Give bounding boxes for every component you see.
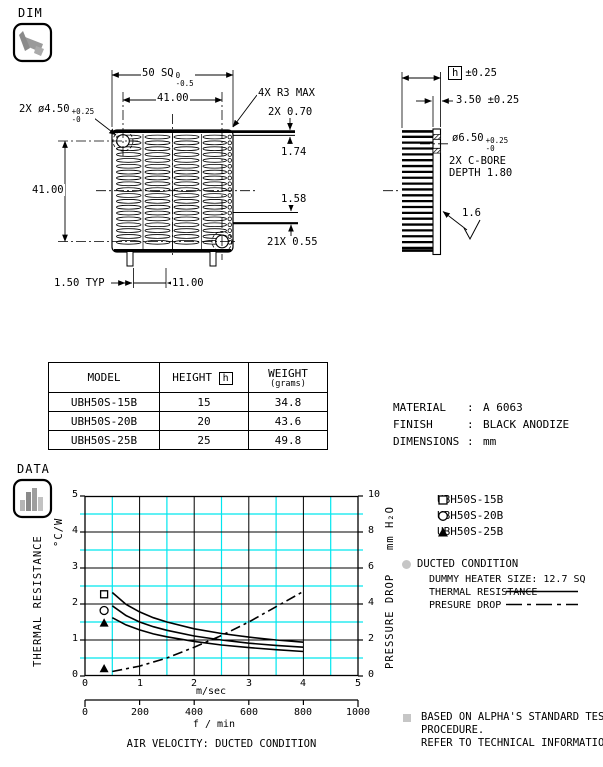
note-line-2: PROCEDURE. bbox=[421, 724, 485, 736]
side-view bbox=[383, 72, 481, 256]
x-tick: 3 bbox=[245, 678, 253, 689]
y-left-tick: 0 bbox=[71, 669, 78, 680]
dim-350: 3.50 ±0.25 bbox=[455, 94, 521, 107]
condition-title: DUCTED CONDITION bbox=[417, 558, 519, 570]
dim-41-top: 41.00 bbox=[156, 92, 190, 105]
square-marker-icon bbox=[438, 494, 448, 505]
note-line-1: BASED ON ALPHA'S STANDARD TEST bbox=[421, 711, 603, 723]
dim-41-left: 41.00 bbox=[31, 184, 65, 197]
dim-21x: 21X 0.55 bbox=[266, 236, 319, 249]
caliper-icon bbox=[12, 22, 53, 63]
legend-item: UBH50S-25B bbox=[437, 525, 504, 538]
condition-thermal-resistance: THERMAL RESISTANCE bbox=[429, 587, 538, 598]
y-left-tick: 4 bbox=[71, 525, 78, 536]
dim-174: 1.74 bbox=[280, 146, 308, 159]
dim-1100: 11.00 bbox=[171, 277, 205, 290]
dim-cbore-2: DEPTH 1.80 bbox=[448, 167, 514, 180]
table-row: UBH50S-15B 15 34.8 bbox=[48, 392, 328, 412]
dim-070: 2X 0.70 bbox=[267, 106, 314, 119]
x2-tick: 400 bbox=[184, 707, 204, 718]
note-line-3: REFER TO TECHNICAL INFORMATION. bbox=[421, 737, 603, 749]
dimensions-label: DIMENSIONS bbox=[393, 435, 460, 448]
x-tick: 2 bbox=[190, 678, 198, 689]
circle-marker-icon bbox=[438, 510, 448, 521]
dim-cbore-1: 2X C-BORE bbox=[448, 155, 507, 168]
y-right-title: PRESSURE DROP bbox=[384, 573, 396, 669]
dim-150typ: 1.50 TYP bbox=[53, 277, 106, 290]
col-weight: WEIGHT (grams) bbox=[248, 362, 328, 393]
note-bullet bbox=[403, 714, 411, 722]
material-label: MATERIAL bbox=[393, 401, 446, 414]
y-right-tick: 2 bbox=[368, 633, 375, 644]
condition-dummy-heater: DUMMY HEATER SIZE: 12.7 SQ bbox=[429, 574, 586, 585]
y-right-tick: 6 bbox=[368, 561, 375, 572]
x2-tick: 600 bbox=[239, 707, 259, 718]
col-model: MODEL bbox=[48, 362, 160, 393]
x-tick: 1 bbox=[136, 678, 144, 689]
performance-chart bbox=[80, 495, 363, 677]
x2-tick: 200 bbox=[130, 707, 150, 718]
y-right-tick: 4 bbox=[368, 597, 375, 608]
material-value: A 6063 bbox=[483, 401, 523, 414]
table-row: UBH50S-25B 25 49.8 bbox=[48, 430, 328, 450]
condition-pressure-drop: PRESURE DROP bbox=[429, 600, 502, 611]
solid-line-sample bbox=[506, 590, 578, 593]
y-left-title: THERMAL RESISTANCE bbox=[32, 535, 44, 667]
dim-r3: 4X R3 MAX bbox=[257, 87, 316, 100]
dim-h: h ±0.25 bbox=[447, 66, 498, 80]
bar-chart-icon bbox=[12, 478, 53, 519]
y-left-unit: °C/W bbox=[53, 517, 65, 547]
spec-table: MODEL HEIGHT h WEIGHT (grams) UBH50S-15B … bbox=[48, 362, 328, 450]
y-right-tick: 0 bbox=[368, 669, 375, 680]
y-left-tick: 1 bbox=[71, 633, 78, 644]
table-row: UBH50S-20B 20 43.6 bbox=[48, 411, 328, 431]
fmin-axis bbox=[84, 699, 359, 707]
legend-item: UBH50S-15B bbox=[437, 493, 504, 506]
x-axis-label: m/sec bbox=[195, 686, 227, 697]
x2-tick: 1000 bbox=[345, 707, 371, 718]
x2-tick: 800 bbox=[293, 707, 313, 718]
x-axis2-label: f / min bbox=[192, 719, 236, 730]
x-tick: 0 bbox=[81, 678, 89, 689]
y-left-tick: 3 bbox=[71, 561, 78, 572]
y-left-tick: 5 bbox=[71, 489, 78, 500]
dimensions-value: mm bbox=[483, 435, 497, 448]
y-right-tick: 8 bbox=[368, 525, 375, 536]
y-left-tick: 2 bbox=[71, 597, 78, 608]
y-right-tick: 10 bbox=[368, 489, 381, 500]
finish-value: BLACK ANODIZE bbox=[483, 418, 570, 431]
dim-section-label: DIM bbox=[17, 6, 44, 21]
dim-holes: 2X ø4.50 +0.25 -0 bbox=[18, 103, 96, 124]
triangle-marker-icon bbox=[438, 527, 448, 536]
dashdot-line-sample bbox=[506, 603, 578, 606]
legend-item: UBH50S-20B bbox=[437, 509, 504, 522]
properties-block: MATERIAL: A 6063 FINISH: BLACK ANODIZE DIM… bbox=[393, 401, 570, 448]
dim-surface-finish: 1.6 bbox=[461, 207, 482, 220]
dim-50sq: 50 SQ 0 -0.5 bbox=[141, 67, 195, 88]
finish-label: FINISH bbox=[393, 418, 433, 431]
condition-bullet bbox=[402, 560, 411, 569]
x-tick: 4 bbox=[299, 678, 307, 689]
x2-tick: 0 bbox=[81, 707, 89, 718]
chart-caption: AIR VELOCITY: DUCTED CONDITION bbox=[126, 738, 317, 750]
y-right-unit: mm H₂O bbox=[384, 506, 396, 550]
col-height: HEIGHT h bbox=[159, 362, 249, 393]
dim-650: ø6.50 +0.25 -0 bbox=[451, 132, 510, 153]
data-section-label: DATA bbox=[16, 462, 51, 477]
dim-158: 1.58 bbox=[280, 193, 308, 206]
x-tick: 5 bbox=[354, 678, 362, 689]
